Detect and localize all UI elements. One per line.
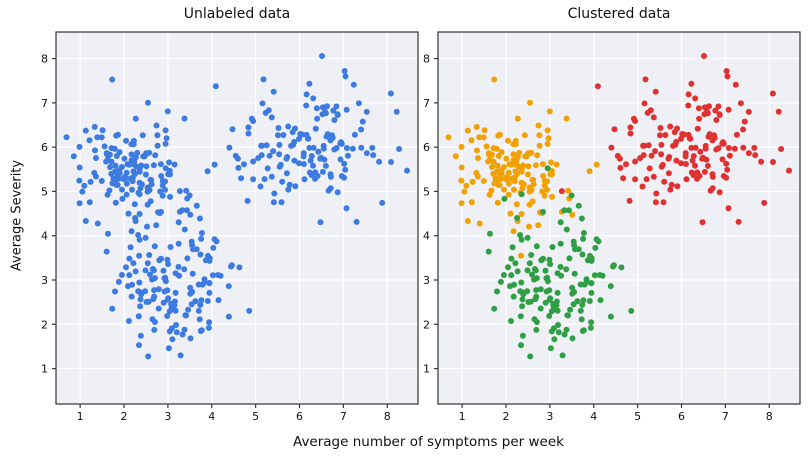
x-axis-label: Average number of symptoms per week — [293, 434, 564, 450]
svg-text:6: 6 — [423, 141, 430, 154]
svg-text:7: 7 — [41, 97, 48, 110]
clustered-scatter-plot: 1 2 3 4 5 6 7 8 1 2 3 4 5 6 7 8 — [423, 31, 801, 423]
svg-text:6: 6 — [41, 141, 48, 154]
svg-text:3: 3 — [423, 274, 430, 287]
svg-text:5: 5 — [634, 410, 641, 423]
subplot-unlabeled-title: Unlabeled data — [183, 6, 291, 22]
svg-text:4: 4 — [41, 230, 48, 243]
svg-text:4: 4 — [208, 410, 215, 423]
subplot-clustered-title: Clustered data — [567, 6, 671, 22]
svg-text:7: 7 — [340, 410, 347, 423]
unlabeled-scatter-plot: 1 2 3 4 5 6 7 8 1 2 3 4 5 6 7 8 — [41, 31, 419, 423]
svg-text:5: 5 — [252, 410, 259, 423]
svg-text:4: 4 — [590, 410, 597, 423]
svg-text:8: 8 — [41, 53, 48, 66]
subplot-unlabeled: Unlabeled data 1 2 3 4 5 6 7 8 1 2 3 4 5 6 7 8 — [28, 6, 424, 430]
svg-text:8: 8 — [384, 410, 391, 423]
svg-text:1: 1 — [459, 410, 466, 423]
svg-text:2: 2 — [41, 318, 48, 331]
svg-text:3: 3 — [546, 410, 553, 423]
svg-text:2: 2 — [121, 410, 128, 423]
svg-text:7: 7 — [423, 97, 430, 110]
svg-text:2: 2 — [423, 318, 430, 331]
svg-text:5: 5 — [423, 185, 430, 198]
svg-text:2: 2 — [503, 410, 510, 423]
svg-text:3: 3 — [41, 274, 48, 287]
svg-text:1: 1 — [77, 410, 84, 423]
svg-text:7: 7 — [722, 410, 729, 423]
svg-text:6: 6 — [678, 410, 685, 423]
svg-text:1: 1 — [423, 363, 430, 376]
subplot-clustered: Clustered data 1 2 3 4 5 6 7 8 1 2 3 4 5 6 7 8 — [410, 6, 806, 430]
svg-text:4: 4 — [423, 230, 430, 243]
svg-text:5: 5 — [41, 185, 48, 198]
svg-text:8: 8 — [766, 410, 773, 423]
svg-text:3: 3 — [164, 410, 171, 423]
svg-text:1: 1 — [41, 363, 48, 376]
y-axis-label: Average Severity — [9, 159, 25, 272]
svg-text:6: 6 — [296, 410, 303, 423]
svg-text:8: 8 — [423, 53, 430, 66]
